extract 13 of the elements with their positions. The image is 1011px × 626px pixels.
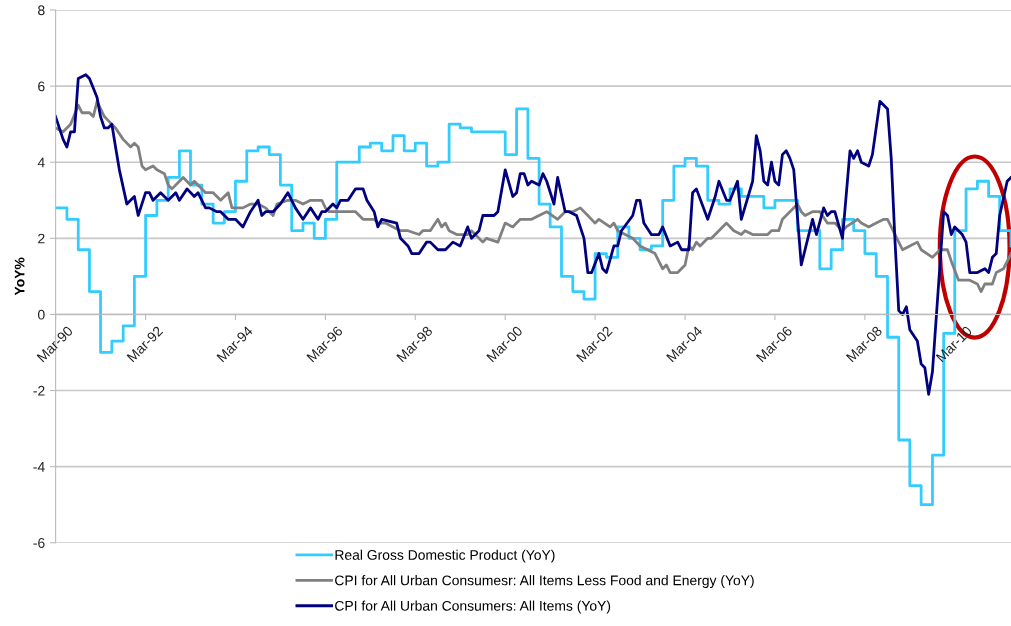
y-tick-label: 0: [38, 309, 45, 320]
y-tick-label: -2: [33, 385, 45, 396]
y-tick-label: 6: [38, 81, 45, 92]
y-axis-title: YoY%: [14, 257, 25, 296]
y-tick-label: 8: [38, 5, 45, 16]
y-tick-label: -4: [33, 462, 45, 472]
y-tick-label: -6: [33, 538, 45, 548]
legend-label: CPI for All Urban Consumers: All Items (YoY): [335, 600, 611, 614]
line-series: [55, 99, 1011, 293]
legend-label: CPI for All Urban Consumesr: All Items Less Food and Energy (YoY): [335, 575, 754, 589]
y-tick-label: 4: [37, 157, 45, 168]
legend-label: Real Gross Domestic Product (YoY): [335, 549, 555, 563]
y-tick-label: 2: [38, 233, 45, 244]
